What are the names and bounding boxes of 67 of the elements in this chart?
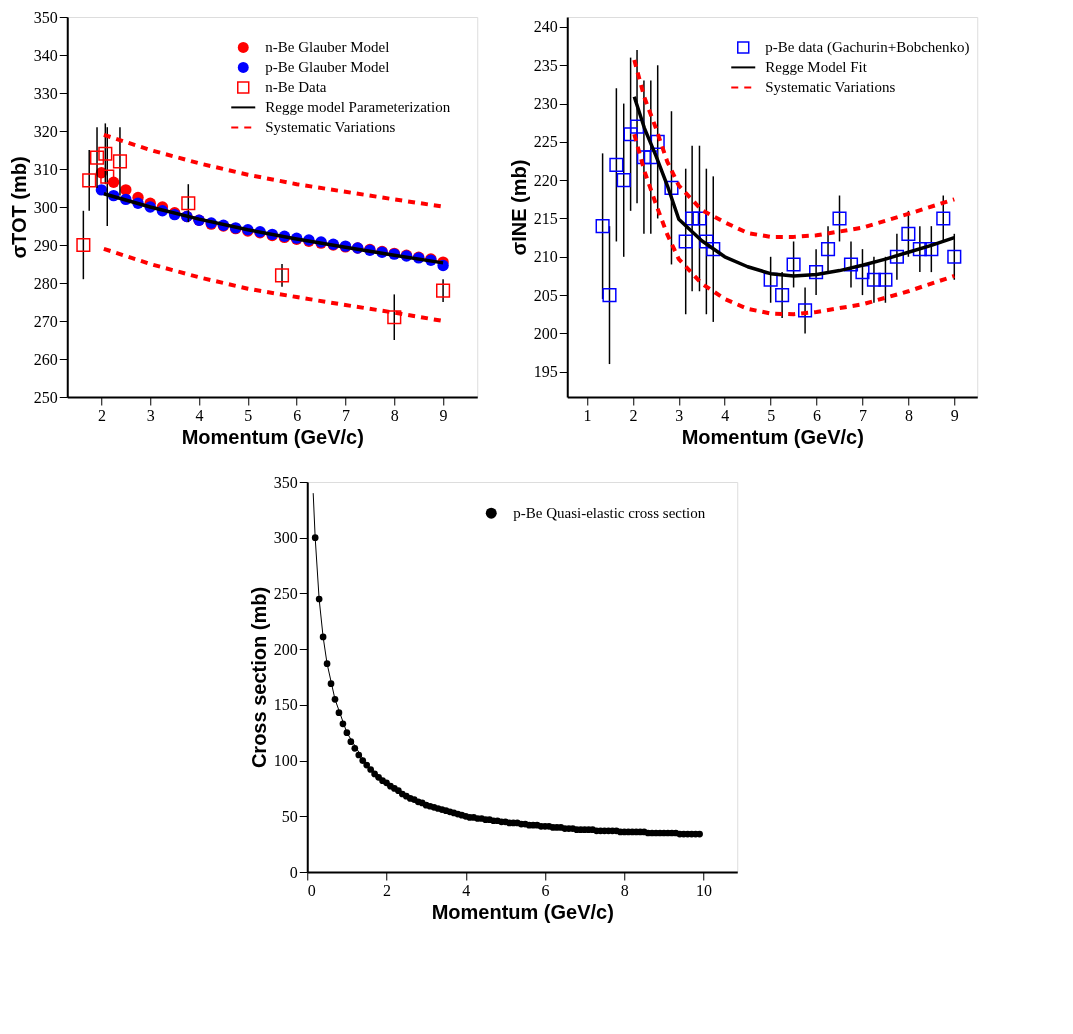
y-tick-label: 225 [533, 133, 558, 151]
x-tick-label: 7 [858, 406, 867, 424]
x-axis-title: Momentum (GeV/c) [431, 900, 614, 923]
x-tick-label: 5 [244, 406, 253, 424]
y-tick-label: 350 [33, 8, 58, 26]
x-tick-label: 4 [195, 406, 204, 424]
x-tick-label: 0 [307, 881, 316, 899]
legend-label: n-Be Glauber Model [265, 39, 390, 56]
y-tick-label: 300 [33, 198, 58, 216]
x-tick-label: 9 [950, 406, 959, 424]
y-tick-label: 310 [33, 160, 58, 178]
y-tick-label: 270 [33, 312, 58, 330]
y-tick-label: 150 [273, 696, 298, 714]
x-tick-label: 6 [813, 406, 822, 424]
y-tick-label: 235 [533, 56, 558, 74]
y-tick-label: 230 [533, 95, 558, 113]
x-tick-label: 10 [696, 881, 713, 899]
y-tick-label: 320 [33, 122, 58, 140]
y-axis-title: σINE (mb) [507, 159, 530, 256]
y-tick-label: 350 [273, 473, 298, 491]
y-tick-label: 200 [533, 324, 558, 342]
x-axis-title: Momentum (GeV/c) [181, 425, 364, 448]
x-tick-label: 3 [146, 406, 155, 424]
x-tick-label: 4 [462, 881, 471, 899]
x-tick-label: 1 [583, 406, 592, 424]
x-tick-label: 9 [439, 406, 448, 424]
x-tick-label: 6 [541, 881, 550, 899]
y-tick-label: 280 [33, 274, 58, 292]
x-tick-label: 3 [675, 406, 684, 424]
y-axis-title: Cross section (mb) [247, 586, 270, 769]
x-tick-label: 8 [390, 406, 399, 424]
legend-label: Regge model Parameterization [265, 99, 451, 116]
y-tick-label: 205 [533, 286, 558, 304]
legend-label: Systematic Variations [265, 119, 396, 136]
x-tick-label: 8 [620, 881, 629, 899]
y-tick-label: 215 [533, 209, 558, 227]
y-tick-label: 100 [273, 752, 298, 770]
x-tick-label: 2 [97, 406, 106, 424]
y-axis-title: σTOT (mb) [7, 156, 30, 259]
x-tick-label: 6 [293, 406, 302, 424]
x-tick-label: 2 [383, 881, 392, 899]
x-axis-title: Momentum (GeV/c) [681, 425, 864, 448]
y-tick-label: 250 [273, 584, 298, 602]
y-tick-label: 330 [33, 84, 58, 102]
y-tick-label: 260 [33, 350, 58, 368]
y-tick-label: 250 [33, 388, 58, 406]
legend-label: p-Be Glauber Model [265, 59, 390, 76]
y-tick-label: 290 [33, 236, 58, 254]
x-tick-label: 7 [341, 406, 350, 424]
y-tick-label: 220 [533, 171, 558, 189]
legend-label: n-Be Data [265, 79, 327, 96]
y-tick-label: 210 [533, 248, 558, 266]
y-tick-label: 195 [533, 363, 558, 381]
y-tick-label: 0 [289, 863, 298, 881]
y-tick-label: 240 [533, 18, 558, 36]
y-tick-label: 50 [281, 807, 298, 825]
y-tick-label: 200 [273, 640, 298, 658]
legend-label: p-Be data (Gachurin+Bobchenko) [765, 39, 970, 57]
y-tick-label: 340 [33, 46, 58, 64]
y-tick-label: 300 [273, 529, 298, 547]
legend-label: p-Be Quasi-elastic cross section [513, 505, 706, 522]
legend-label: Systematic Variations [765, 79, 896, 96]
x-tick-label: 4 [721, 406, 730, 424]
legend-label: Regge Model Fit [765, 59, 868, 76]
x-tick-label: 2 [629, 406, 638, 424]
x-tick-label: 5 [767, 406, 776, 424]
x-tick-label: 8 [904, 406, 913, 424]
